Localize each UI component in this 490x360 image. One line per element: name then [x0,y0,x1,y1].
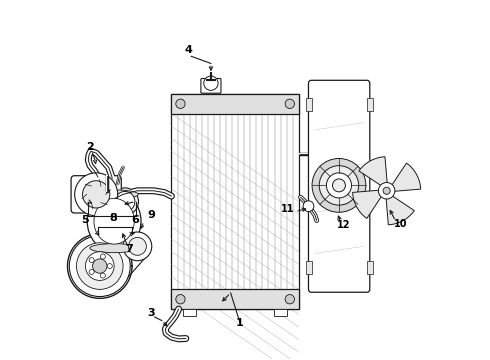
Bar [274,309,287,316]
Circle shape [204,76,218,90]
Circle shape [383,187,390,194]
Circle shape [303,201,314,212]
Circle shape [89,258,94,263]
Circle shape [85,252,114,280]
Bar [306,98,313,111]
Ellipse shape [87,191,141,252]
Text: 7: 7 [125,244,133,255]
Circle shape [74,173,118,216]
Circle shape [76,243,123,289]
Text: 10: 10 [393,219,407,229]
Text: 3: 3 [147,307,155,318]
Circle shape [69,235,130,297]
Circle shape [100,254,105,259]
Circle shape [93,259,107,273]
Bar [367,98,373,111]
Polygon shape [386,195,415,225]
Circle shape [128,237,147,255]
FancyBboxPatch shape [71,176,122,213]
Circle shape [82,181,110,208]
Bar [367,261,373,274]
Circle shape [115,192,135,212]
Text: 12: 12 [337,220,350,230]
Text: 8: 8 [109,213,117,223]
Text: 9: 9 [147,210,155,220]
Polygon shape [353,190,382,219]
Text: 5: 5 [81,215,89,225]
Circle shape [176,294,185,304]
Text: 1: 1 [236,318,244,328]
Ellipse shape [90,190,138,199]
Circle shape [285,99,294,108]
Circle shape [285,294,294,304]
Text: 11: 11 [281,203,295,213]
Circle shape [111,188,139,215]
FancyBboxPatch shape [309,80,370,292]
Circle shape [100,273,105,278]
Polygon shape [391,163,421,192]
Circle shape [89,269,94,274]
Circle shape [123,232,152,261]
Polygon shape [359,157,387,186]
Text: 6: 6 [132,215,140,225]
Bar [183,309,196,316]
Text: 2: 2 [86,141,94,152]
FancyBboxPatch shape [201,78,221,93]
Text: 4: 4 [184,45,192,55]
Circle shape [312,158,366,212]
Ellipse shape [94,198,134,244]
Bar [306,261,313,274]
Ellipse shape [90,244,138,253]
Bar [172,94,299,309]
Bar [172,289,299,309]
Bar [172,94,299,114]
Circle shape [333,179,345,192]
Circle shape [326,173,351,198]
Circle shape [378,183,395,199]
Circle shape [176,99,185,108]
Circle shape [107,264,112,269]
Circle shape [319,166,359,205]
